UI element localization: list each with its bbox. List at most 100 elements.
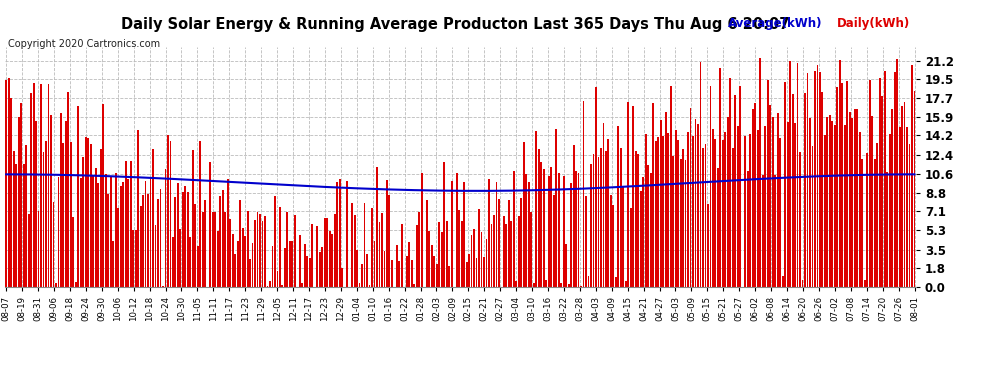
Bar (832, 121, 834, 287)
Bar (858, 132, 860, 287)
Bar (692, 135, 694, 287)
Bar (914, 91, 916, 287)
Bar (426, 200, 428, 287)
Bar (72, 217, 74, 287)
Bar (829, 115, 831, 287)
Bar (62, 143, 64, 287)
Bar (41, 84, 42, 287)
Bar (329, 231, 331, 287)
Bar (881, 96, 883, 287)
Bar (618, 126, 620, 287)
Bar (533, 283, 535, 287)
Bar (363, 203, 365, 287)
Bar (846, 81, 848, 287)
Bar (414, 284, 415, 287)
Bar (368, 285, 370, 287)
Bar (322, 247, 323, 287)
Bar (528, 182, 530, 287)
Bar (401, 224, 403, 287)
Bar (376, 166, 378, 287)
Bar (727, 117, 729, 287)
Bar (172, 237, 174, 287)
Bar (378, 222, 380, 287)
Bar (764, 126, 766, 287)
Bar (680, 159, 681, 287)
Bar (115, 172, 117, 287)
Bar (899, 128, 901, 287)
Bar (358, 284, 360, 287)
Bar (149, 177, 151, 287)
Bar (720, 68, 722, 287)
Bar (192, 150, 194, 287)
Bar (547, 176, 549, 287)
Bar (657, 137, 659, 287)
Bar (814, 71, 816, 287)
Bar (43, 152, 45, 287)
Bar (324, 217, 326, 287)
Bar (398, 261, 400, 287)
Text: Daily(kWh): Daily(kWh) (837, 17, 910, 30)
Bar (458, 210, 460, 287)
Bar (117, 208, 119, 287)
Bar (20, 103, 22, 287)
Bar (70, 142, 72, 287)
Bar (448, 266, 450, 287)
Bar (416, 225, 418, 287)
Bar (38, 210, 40, 287)
Bar (30, 93, 32, 287)
Bar (353, 215, 355, 287)
Bar (473, 229, 475, 287)
Bar (197, 246, 199, 287)
Bar (33, 83, 35, 287)
Bar (884, 71, 886, 287)
Bar (232, 234, 234, 287)
Bar (794, 123, 796, 287)
Bar (839, 60, 841, 287)
Bar (588, 276, 589, 287)
Bar (245, 236, 247, 287)
Bar (227, 180, 229, 287)
Bar (667, 133, 669, 287)
Bar (635, 151, 637, 287)
Bar (909, 144, 911, 287)
Bar (217, 231, 219, 287)
Bar (102, 104, 104, 287)
Bar (90, 144, 92, 287)
Bar (13, 151, 15, 287)
Bar (869, 80, 870, 287)
Bar (744, 136, 746, 287)
Bar (732, 148, 734, 287)
Bar (164, 169, 166, 287)
Bar (411, 260, 413, 287)
Bar (871, 117, 873, 287)
Bar (710, 86, 712, 287)
Bar (306, 255, 308, 287)
Bar (782, 276, 783, 287)
Bar (582, 101, 584, 287)
Bar (271, 246, 273, 287)
Bar (386, 180, 388, 287)
Bar (130, 161, 132, 287)
Bar (769, 105, 771, 287)
Bar (834, 124, 836, 287)
Bar (901, 106, 903, 287)
Bar (541, 162, 543, 287)
Bar (804, 93, 806, 287)
Bar (508, 200, 510, 287)
Bar (279, 207, 281, 287)
Bar (120, 186, 122, 287)
Bar (640, 191, 642, 287)
Bar (434, 256, 436, 287)
Bar (441, 232, 443, 287)
Bar (60, 113, 61, 287)
Bar (327, 218, 328, 287)
Bar (184, 186, 186, 287)
Bar (677, 140, 679, 287)
Bar (552, 195, 554, 287)
Bar (822, 92, 824, 287)
Bar (174, 197, 176, 287)
Bar (465, 262, 467, 287)
Bar (809, 118, 811, 287)
Bar (896, 59, 898, 287)
Bar (361, 264, 363, 287)
